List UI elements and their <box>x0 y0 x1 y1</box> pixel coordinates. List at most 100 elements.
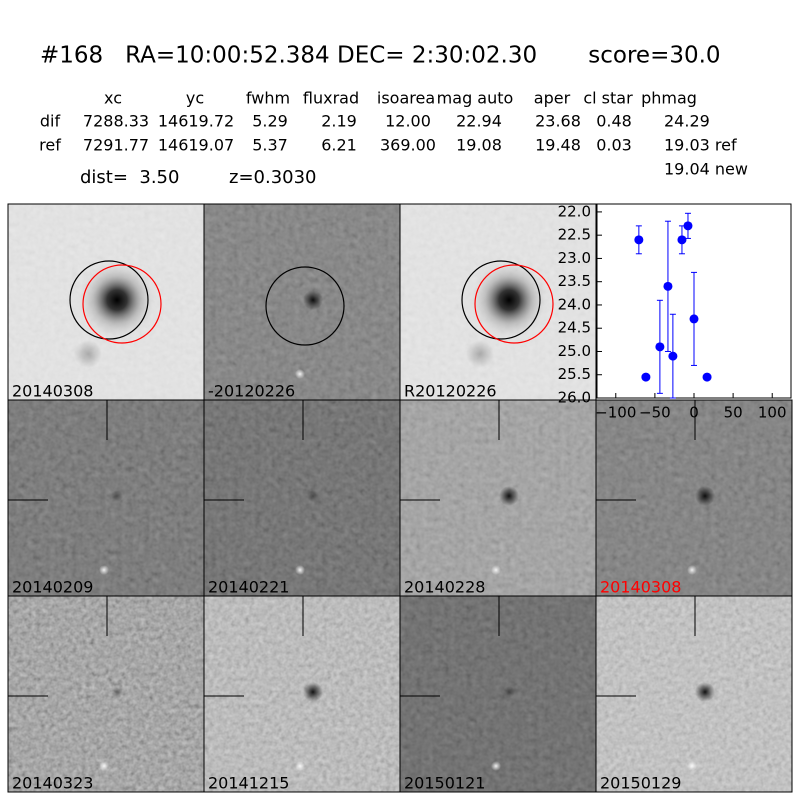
aperture <box>461 260 541 340</box>
cell: 19.08 <box>456 136 502 155</box>
y-tick-label: 25.5 <box>558 365 591 383</box>
cell: 369.00 <box>380 136 436 155</box>
column-header: aper <box>534 89 571 108</box>
stamp-noise <box>596 400 792 596</box>
stamp-label: 20140308 <box>600 578 681 597</box>
point <box>668 351 678 361</box>
source <box>303 682 323 702</box>
cell: 14619.72 <box>158 112 234 131</box>
dist: dist= 3.50 <box>80 167 179 188</box>
star <box>491 565 501 575</box>
y-tick-label: 22.5 <box>558 226 591 244</box>
neighbor <box>74 340 102 368</box>
stamp-label: 20140209 <box>12 578 93 597</box>
column-header: mag auto <box>437 89 514 108</box>
x-tick-label: −100 <box>595 404 636 422</box>
stamp-border <box>595 595 793 793</box>
galaxy <box>77 260 157 340</box>
column-header: phmag <box>641 89 697 108</box>
stamp-label: 20141215 <box>208 774 289 793</box>
source <box>695 486 715 506</box>
column-header: xc <box>104 89 122 108</box>
stamp-label: 20140221 <box>208 578 289 597</box>
point <box>641 372 651 382</box>
cell: 7291.77 <box>83 136 149 155</box>
source <box>307 490 319 502</box>
point <box>689 314 699 324</box>
point <box>655 342 665 352</box>
y-tick-label: 25.0 <box>558 342 591 360</box>
aperture <box>82 264 162 344</box>
point <box>683 221 693 231</box>
aperture <box>474 264 554 344</box>
cell: 19.48 <box>535 136 581 155</box>
cell: 19.03 ref <box>664 136 737 155</box>
star <box>687 565 697 575</box>
stamp-noise <box>400 400 596 596</box>
cell: 22.94 <box>456 112 502 131</box>
y-tick-label: 24.0 <box>558 295 591 313</box>
source <box>111 490 123 502</box>
x-tick-label: −50 <box>639 404 671 422</box>
stamp-label: 20140308 <box>12 382 93 401</box>
y-tick-label: 26.0 <box>558 389 591 407</box>
cell: 12.00 <box>385 112 431 131</box>
stamp-label: 20150129 <box>600 774 681 793</box>
galaxy <box>469 260 549 340</box>
aperture <box>265 266 345 346</box>
source <box>503 686 515 698</box>
neighbor <box>466 340 494 368</box>
stamp-label: R20120226 <box>404 382 497 401</box>
x-tick-label: 100 <box>758 404 787 422</box>
row-label: dif <box>40 112 61 131</box>
y-tick-label: 24.5 <box>558 319 591 337</box>
x-tick-label: 0 <box>689 404 699 422</box>
source <box>695 682 715 702</box>
redshift: z=0.3030 <box>229 167 317 188</box>
point <box>702 372 712 382</box>
column-header: isoarea <box>377 89 435 108</box>
stamp-noise <box>596 596 792 792</box>
source <box>303 290 323 310</box>
stamp-label: 20150121 <box>404 774 485 793</box>
stamp-label: -20120226 <box>208 382 295 401</box>
column-header: fwhm <box>246 89 290 108</box>
stamp-noise <box>204 204 400 400</box>
y-tick-label: 23.0 <box>558 249 591 267</box>
x-tick-label: 50 <box>724 404 743 422</box>
point <box>634 235 644 245</box>
cell: 0.03 <box>596 136 632 155</box>
cell: 0.48 <box>596 112 632 131</box>
y-tick-label: 22.0 <box>558 202 591 220</box>
cell: 24.29 <box>664 112 710 131</box>
y-tick-label: 23.5 <box>558 272 591 290</box>
star <box>99 761 109 771</box>
star <box>491 761 501 771</box>
stamps: 20140308 -20120226 R20120226 20140209 201402… <box>7 203 793 793</box>
source <box>499 486 519 506</box>
star <box>295 761 305 771</box>
column-header: yc <box>186 89 204 108</box>
cell: 5.29 <box>252 112 288 131</box>
cell: 23.68 <box>535 112 581 131</box>
column-header: cl star <box>583 89 633 108</box>
star <box>295 369 305 379</box>
star <box>99 565 109 575</box>
row-label: ref <box>39 136 61 155</box>
cell: 6.21 <box>321 136 357 155</box>
stamp-label: 20140323 <box>12 774 93 793</box>
stamp-label: 20140228 <box>404 578 485 597</box>
note: 19.04 new <box>664 160 748 179</box>
stamp-noise <box>8 400 204 596</box>
point <box>663 281 673 291</box>
title: #168 RA=10:00:52.384 DEC= 2:30:02.30 sco… <box>40 43 721 69</box>
stamp-noise <box>8 596 204 792</box>
stamp-noise <box>204 400 400 596</box>
cell: 5.37 <box>252 136 288 155</box>
cell: 14619.07 <box>158 136 234 155</box>
star <box>295 565 305 575</box>
column-header: fluxrad <box>303 89 359 108</box>
cell: 2.19 <box>321 112 357 131</box>
point <box>677 235 687 245</box>
